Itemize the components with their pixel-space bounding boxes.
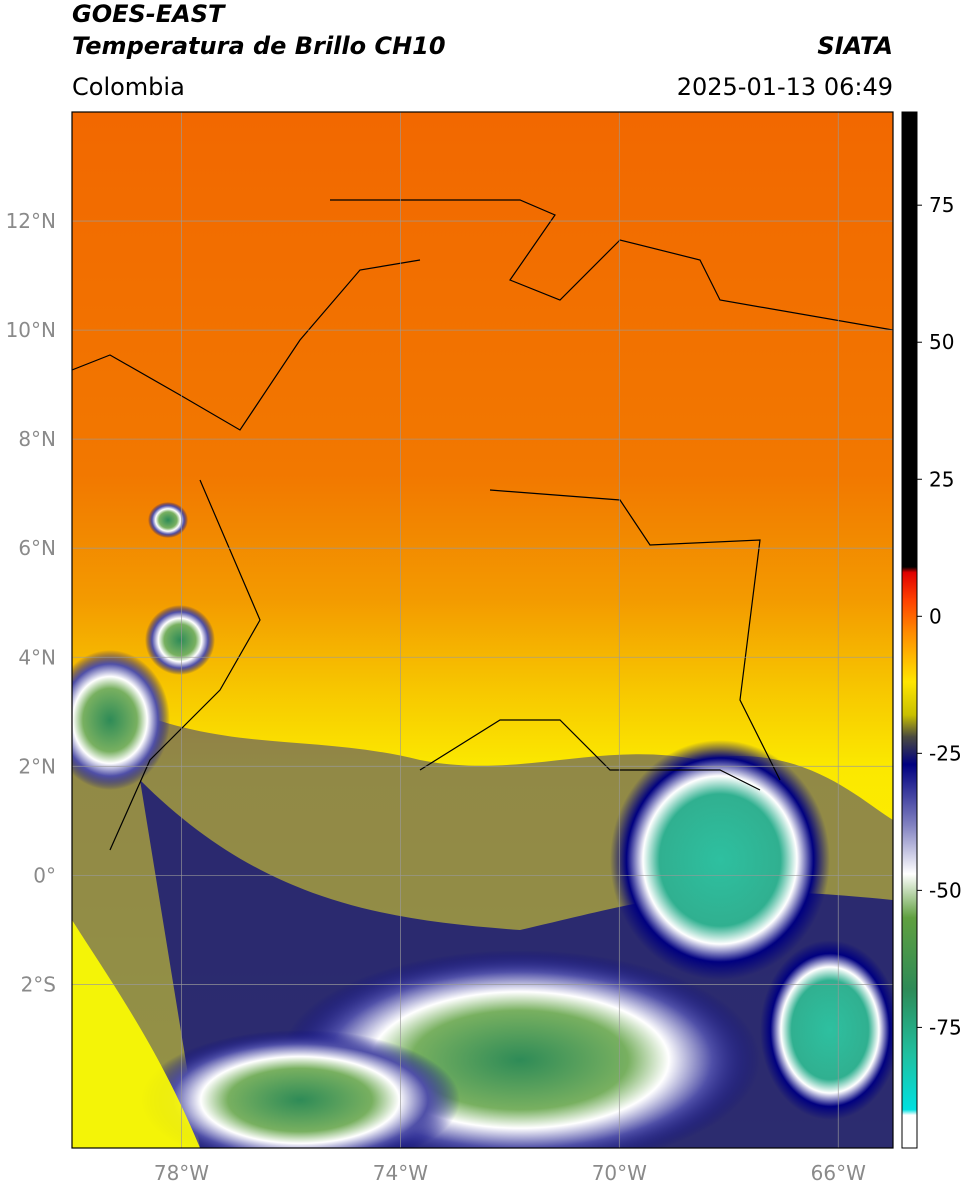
y-tick-label: 12°N (6, 209, 56, 233)
x-tick-label: 74°W (373, 1161, 428, 1185)
colorbar-tick-label: 50 (929, 330, 954, 354)
colorbar (901, 111, 918, 1149)
y-tick-label: 8°N (18, 427, 56, 451)
colorbar-tick-label: 0 (929, 604, 942, 628)
y-tick-label: 2°S (21, 972, 56, 996)
datetime: 2025-01-13 06:49 (677, 73, 893, 101)
y-tick-label: 0° (33, 863, 56, 887)
satellite-image (72, 112, 893, 1148)
title-line2: Temperatura de Brillo CH10 (72, 32, 446, 60)
colorbar-tick-label: -50 (929, 878, 962, 902)
y-tick-label: 4°N (18, 645, 56, 669)
source: SIATA (817, 32, 893, 60)
region: Colombia (72, 73, 185, 101)
x-tick-label: 78°W (154, 1161, 209, 1185)
colorbar-tick-label: 75 (929, 193, 954, 217)
title-line1: GOES-EAST (72, 0, 226, 28)
colorbar-tick-label: -75 (929, 1015, 962, 1039)
grid (72, 112, 893, 1148)
map-frame (71, 111, 894, 1149)
y-tick-label: 10°N (6, 318, 56, 342)
colorbar-tick-label: 25 (929, 467, 954, 491)
x-tick-label: 66°W (811, 1161, 866, 1185)
y-tick-label: 6°N (18, 536, 56, 560)
x-tick-label: 70°W (592, 1161, 647, 1185)
y-tick-label: 2°N (18, 754, 56, 778)
colorbar-tick-label: -25 (929, 741, 962, 765)
